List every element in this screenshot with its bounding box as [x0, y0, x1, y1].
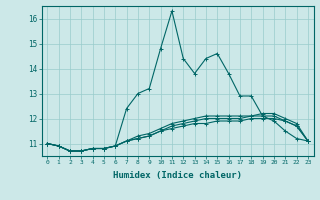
- X-axis label: Humidex (Indice chaleur): Humidex (Indice chaleur): [113, 171, 242, 180]
